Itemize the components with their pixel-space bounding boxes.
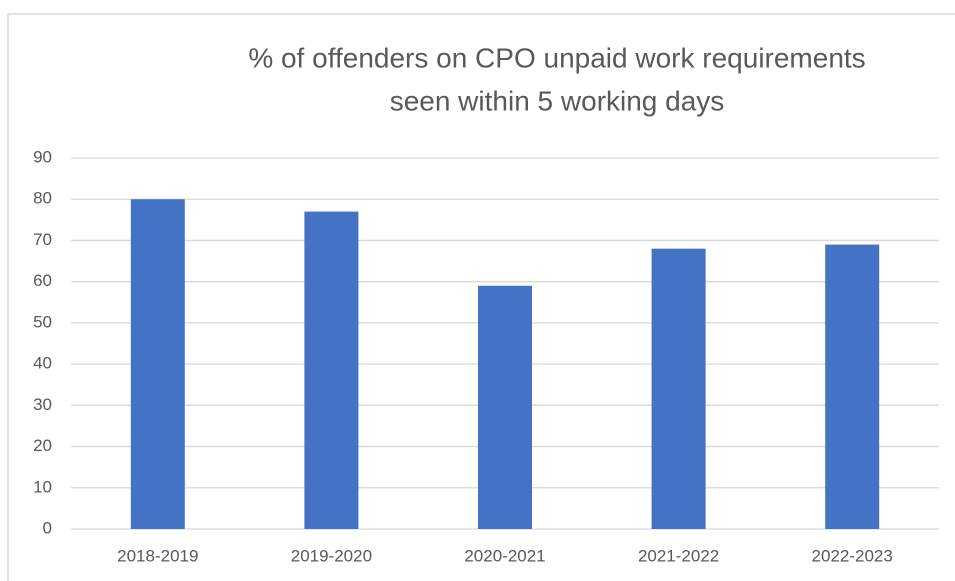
bar: [651, 248, 706, 529]
chart-frame: [7, 13, 955, 581]
y-tick-label: 40: [33, 354, 52, 373]
y-tick-label: 0: [43, 518, 52, 537]
y-tick-label: 60: [33, 271, 52, 290]
y-tick-label: 50: [33, 312, 52, 331]
chart-title: seen within 5 working days: [390, 85, 725, 116]
y-tick-label: 90: [33, 147, 52, 166]
y-tick-label: 70: [33, 230, 52, 249]
bar: [825, 244, 880, 530]
x-tick-label: 2022-2023: [812, 546, 893, 565]
y-tick-label: 30: [33, 395, 52, 414]
y-tick-label: 80: [33, 189, 52, 208]
x-tick-label: 2018-2019: [117, 546, 198, 565]
bar: [130, 199, 185, 529]
x-tick-label: 2021-2022: [638, 546, 719, 565]
x-tick-label: 2019-2020: [291, 546, 372, 565]
bar: [478, 285, 532, 529]
bar: [304, 211, 359, 530]
x-tick-label: 2020-2021: [464, 546, 545, 565]
y-tick-label: 20: [33, 436, 52, 455]
chart-title: % of offenders on CPO unpaid work requir…: [248, 42, 865, 73]
y-tick-label: 10: [33, 477, 52, 496]
